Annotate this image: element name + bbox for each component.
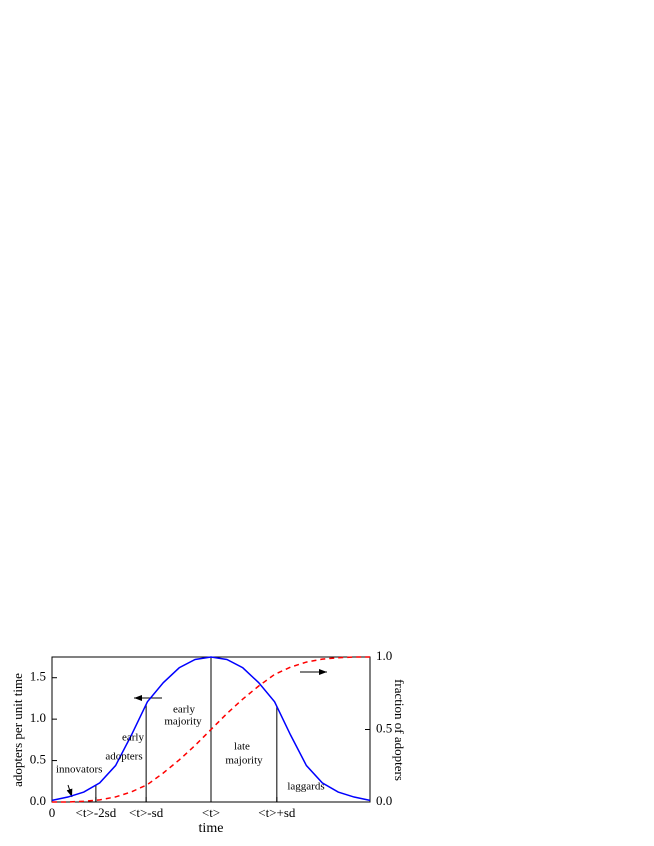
- x-tick-label: <t>+sd: [258, 805, 296, 820]
- series-line: [51, 656, 371, 802]
- annotation: adopters: [105, 751, 142, 763]
- x-tick-label: 0: [49, 805, 56, 820]
- x-tick-label: <t>: [202, 805, 220, 820]
- y2-axis-label: fraction of adopters: [392, 679, 407, 781]
- annotation: laggards: [287, 781, 324, 793]
- y2-tick-label: 1.0: [376, 648, 392, 663]
- annotation: early: [173, 704, 195, 716]
- y-axis-label: adopters per unit time: [10, 673, 25, 787]
- y-tick-label: 0.0: [30, 793, 46, 808]
- y2-tick-label: 0.5: [376, 720, 392, 735]
- x-axis-label: time: [199, 821, 224, 836]
- annotation: majority: [164, 716, 202, 728]
- annotation: early: [122, 732, 144, 744]
- innovators-arrow: [66, 784, 73, 798]
- series-line: [52, 656, 370, 803]
- x-tick-label: <t>-2sd: [76, 805, 117, 820]
- annotation: majority: [225, 755, 263, 767]
- annotation: innovators: [56, 764, 102, 776]
- x-tick-label: <t>-sd: [129, 805, 164, 820]
- annotation: late: [234, 741, 250, 753]
- y-tick-label: 1.0: [30, 710, 46, 725]
- y-tick-label: 1.5: [30, 669, 46, 684]
- y2-tick-label: 0.0: [376, 793, 392, 808]
- y-tick-label: 0.5: [30, 752, 46, 767]
